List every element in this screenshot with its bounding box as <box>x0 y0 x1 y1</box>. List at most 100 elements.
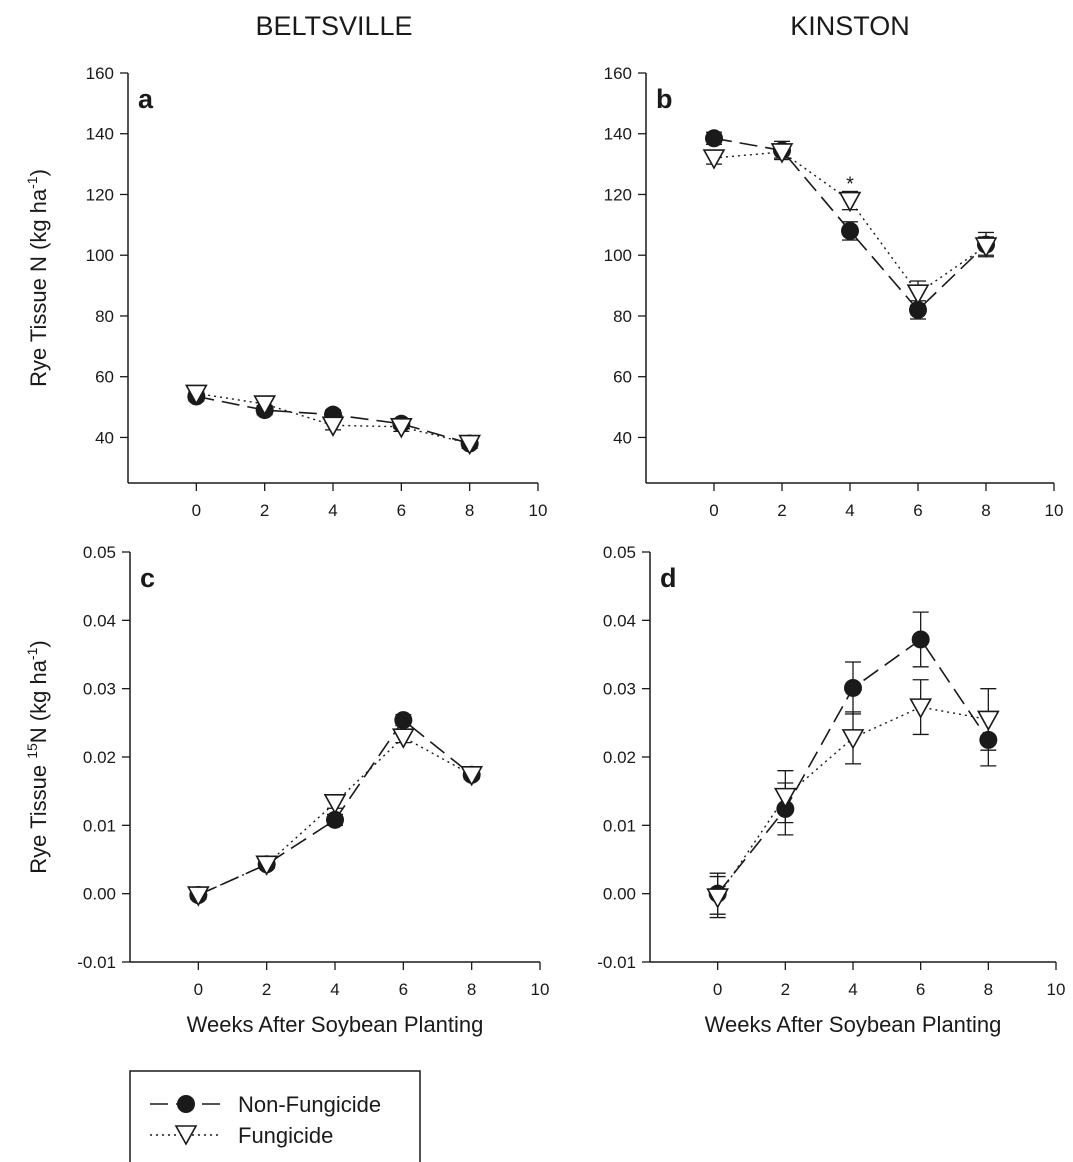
panel-letter-b: b <box>656 84 673 114</box>
point-fungicide-b <box>702 149 726 170</box>
legend-box <box>129 1070 421 1162</box>
y-tick-label-b: 100 <box>604 246 632 265</box>
point-fungicide-b <box>770 143 794 164</box>
point-fungicide-c <box>186 886 210 907</box>
point-fungicide-a <box>389 418 413 439</box>
x-axis-label-d: Weeks After Soybean Planting <box>705 1012 1002 1037</box>
y-tick-label-b: 140 <box>604 125 632 144</box>
y-tick-label-b: 80 <box>613 307 632 326</box>
point-fungicide-d <box>706 888 730 909</box>
x-tick-label-c: 4 <box>330 980 339 999</box>
panel-c: -0.01 0.00 0.01 0.02 0.03 0.04 0.05 0 2 4 6 8 10 c Wee… <box>24 543 549 1037</box>
y-tick-label-c: 0.02 <box>83 748 116 767</box>
y-tick-label-b: 120 <box>604 185 632 204</box>
y-tick-label-a: 60 <box>95 368 114 387</box>
x-tick-label-b: 8 <box>981 501 990 520</box>
y-tick-label-a: 120 <box>86 185 114 204</box>
x-tick-label-b: 10 <box>1045 501 1064 520</box>
x-tick-label-b: 2 <box>777 501 786 520</box>
panel-d: -0.01 0.00 0.01 0.02 0.03 0.04 0.05 0 2 4 6 8 10 d Wee… <box>597 543 1065 1037</box>
y-tick-label-b: 60 <box>613 368 632 387</box>
x-tick-label-c: 2 <box>262 980 271 999</box>
x-tick-label-d: 0 <box>713 980 722 999</box>
y-tick-label-b: 160 <box>604 64 632 83</box>
point-fungicide-b <box>906 284 930 305</box>
y-tick-label-c: 0.03 <box>83 680 116 699</box>
y-tick-label-d: -0.01 <box>597 953 636 972</box>
y-tick-label-c: 0.04 <box>83 611 116 630</box>
x-tick-label-a: 0 <box>192 501 201 520</box>
series-line-c-fungicide <box>198 736 473 896</box>
x-tick-label-d: 8 <box>984 980 993 999</box>
x-tick-label-a: 4 <box>328 501 337 520</box>
column-title-beltsville: BELTSVILLE <box>255 11 412 41</box>
panel-a: 40 60 80 100 120 140 160 0 2 4 6 8 10 a Rye Tissue N (… <box>24 64 547 520</box>
point-fungicide-a <box>321 416 345 437</box>
y-tick-label-d: 0.05 <box>603 543 636 562</box>
x-tick-label-b: 6 <box>913 501 922 520</box>
point-fungicide-a <box>184 384 208 406</box>
x-tick-label-a: 10 <box>529 501 548 520</box>
significance-mark-b: * <box>846 173 854 195</box>
point-fungicide-c <box>255 855 279 876</box>
y-tick-label-d: 0.00 <box>603 885 636 904</box>
point-non-fungicide-b <box>705 129 723 148</box>
point-fungicide-c <box>460 765 484 787</box>
point-fungicide-a <box>253 395 277 416</box>
point-non-fungicide-d <box>844 678 862 697</box>
point-fungicide-c <box>323 793 347 815</box>
y-tick-label-c: -0.01 <box>77 953 116 972</box>
y-tick-label-c: 0.05 <box>83 543 116 562</box>
y-axis-label-c: Rye Tissue 15N (kg ha-1) <box>24 640 51 873</box>
x-tick-label-a: 2 <box>260 501 269 520</box>
y-tick-label-c: 0.01 <box>83 816 116 835</box>
x-tick-label-d: 4 <box>848 980 857 999</box>
point-fungicide-d <box>909 698 933 719</box>
x-tick-label-a: 8 <box>465 501 474 520</box>
x-tick-label-b: 4 <box>845 501 854 520</box>
point-non-fungicide-c <box>394 711 413 730</box>
panel-letter-a: a <box>138 84 154 114</box>
x-tick-label-d: 2 <box>781 980 790 999</box>
point-fungicide-b <box>974 237 998 258</box>
y-tick-label-a: 140 <box>86 125 114 144</box>
x-tick-label-c: 8 <box>467 980 476 999</box>
legend: Non-Fungicide Fungicide <box>129 1070 421 1162</box>
y-tick-label-d: 0.04 <box>603 611 636 630</box>
point-fungicide-d <box>773 787 797 809</box>
y-tick-label-c: 0.00 <box>83 885 116 904</box>
legend-label-fungicide: Fungicide <box>238 1123 333 1148</box>
point-non-fungicide-c <box>326 810 344 829</box>
point-fungicide-d <box>976 710 1000 732</box>
legend-marker-non-fungicide <box>177 1095 195 1113</box>
x-tick-label-d: 10 <box>1047 980 1066 999</box>
x-tick-label-c: 10 <box>531 980 550 999</box>
legend-marker-fungicide <box>174 1125 198 1146</box>
point-fungicide-d <box>841 729 865 750</box>
point-non-fungicide-d <box>911 630 930 649</box>
x-tick-label-d: 6 <box>916 980 925 999</box>
point-fungicide-b <box>838 191 862 213</box>
x-tick-label-a: 6 <box>397 501 406 520</box>
point-fungicide-c <box>391 728 415 749</box>
x-tick-label-c: 6 <box>399 980 408 999</box>
x-tick-label-b: 0 <box>709 501 718 520</box>
panel-letter-d: d <box>660 563 677 593</box>
point-fungicide-a <box>458 434 482 456</box>
y-axis-label-a: Rye Tissue N (kg ha-1) <box>24 169 51 387</box>
x-axis-label-c: Weeks After Soybean Planting <box>187 1012 484 1037</box>
panel-letter-c: c <box>140 563 155 593</box>
column-title-kinston: KINSTON <box>790 11 910 41</box>
y-tick-label-a: 160 <box>86 64 114 83</box>
y-tick-label-d: 0.02 <box>603 748 636 767</box>
y-tick-label-a: 100 <box>86 246 114 265</box>
point-non-fungicide-b <box>841 221 859 240</box>
x-tick-label-c: 0 <box>194 980 203 999</box>
y-tick-label-d: 0.03 <box>603 680 636 699</box>
y-tick-label-d: 0.01 <box>603 816 636 835</box>
y-tick-label-a: 40 <box>95 428 114 447</box>
y-tick-label-a: 80 <box>95 307 114 326</box>
legend-label-non-fungicide: Non-Fungicide <box>238 1092 381 1117</box>
panel-b: 40 60 80 100 120 140 160 0 2 4 6 8 10 b * <box>604 64 1064 520</box>
